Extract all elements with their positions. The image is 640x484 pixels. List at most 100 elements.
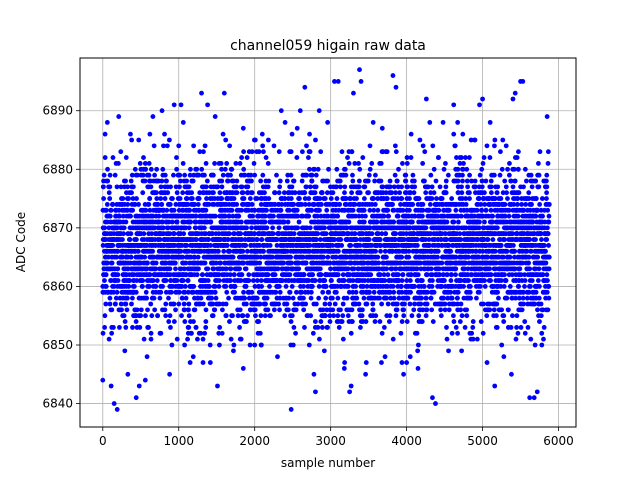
data-point [206, 278, 211, 283]
data-point [373, 249, 378, 254]
data-point [158, 196, 163, 201]
data-point [346, 266, 351, 271]
data-point [186, 307, 191, 312]
data-point [362, 184, 367, 189]
data-point [101, 184, 106, 189]
data-point [387, 319, 392, 324]
data-point [455, 296, 460, 301]
data-point [313, 319, 318, 324]
data-point [113, 302, 118, 307]
data-point [216, 249, 221, 254]
data-point [377, 296, 382, 301]
data-point [147, 284, 152, 289]
data-point [461, 161, 466, 166]
data-point [385, 208, 390, 213]
data-point [181, 278, 186, 283]
data-point [183, 284, 188, 289]
data-point [477, 220, 482, 225]
data-point [331, 190, 336, 195]
data-point [103, 155, 108, 160]
data-point [343, 167, 348, 172]
data-point [430, 278, 435, 283]
data-point [158, 331, 163, 336]
data-point [175, 278, 180, 283]
data-point [250, 190, 255, 195]
data-point [330, 296, 335, 301]
data-point [124, 220, 129, 225]
data-point [266, 179, 271, 184]
data-point [115, 266, 120, 271]
data-point [367, 290, 372, 295]
data-point [408, 302, 413, 307]
data-point [101, 196, 106, 201]
data-point [126, 196, 131, 201]
data-point [386, 302, 391, 307]
data-point [195, 272, 200, 277]
data-point [372, 179, 377, 184]
data-point [219, 161, 224, 166]
data-point [458, 307, 463, 312]
data-point [322, 278, 327, 283]
data-point [120, 196, 125, 201]
data-point [422, 284, 427, 289]
data-point [258, 179, 263, 184]
data-point [408, 354, 413, 359]
data-point [136, 138, 141, 143]
data-point [410, 313, 415, 318]
data-point [282, 313, 287, 318]
data-point [438, 307, 443, 312]
data-point [439, 313, 444, 318]
data-point [421, 202, 426, 207]
data-point [169, 290, 174, 295]
data-point [403, 179, 408, 184]
data-point [234, 184, 239, 189]
data-point [383, 354, 388, 359]
data-point [450, 296, 455, 301]
data-point [350, 173, 355, 178]
data-point [333, 302, 338, 307]
data-point [363, 214, 368, 219]
data-point [163, 196, 168, 201]
data-point [240, 184, 245, 189]
data-point [266, 272, 271, 277]
data-point [335, 313, 340, 318]
data-point [309, 296, 314, 301]
data-point [241, 366, 246, 371]
data-point [307, 167, 312, 172]
data-point [147, 161, 152, 166]
data-point [140, 278, 145, 283]
data-point [451, 313, 456, 318]
data-point [412, 190, 417, 195]
data-point [360, 313, 365, 318]
data-point [110, 261, 115, 266]
data-point [145, 307, 150, 312]
data-point [243, 243, 248, 248]
data-point [212, 161, 217, 166]
data-point [405, 184, 410, 189]
data-point [418, 138, 423, 143]
data-point [388, 184, 393, 189]
data-point [362, 208, 367, 213]
data-point [376, 208, 381, 213]
data-point [400, 360, 405, 365]
data-point [246, 278, 251, 283]
data-point [134, 196, 139, 201]
data-point [354, 290, 359, 295]
data-point [442, 167, 447, 172]
data-point [301, 296, 306, 301]
data-point [220, 307, 225, 312]
data-point [371, 196, 376, 201]
data-point [349, 190, 354, 195]
data-point [450, 331, 455, 336]
data-point [154, 190, 159, 195]
data-point [431, 319, 436, 324]
data-point [289, 261, 294, 266]
data-point [241, 290, 246, 295]
data-point [166, 319, 171, 324]
data-point [294, 307, 299, 312]
data-point [241, 261, 246, 266]
data-point [172, 319, 177, 324]
data-point [371, 208, 376, 213]
data-point [246, 272, 251, 277]
data-point [453, 272, 458, 277]
